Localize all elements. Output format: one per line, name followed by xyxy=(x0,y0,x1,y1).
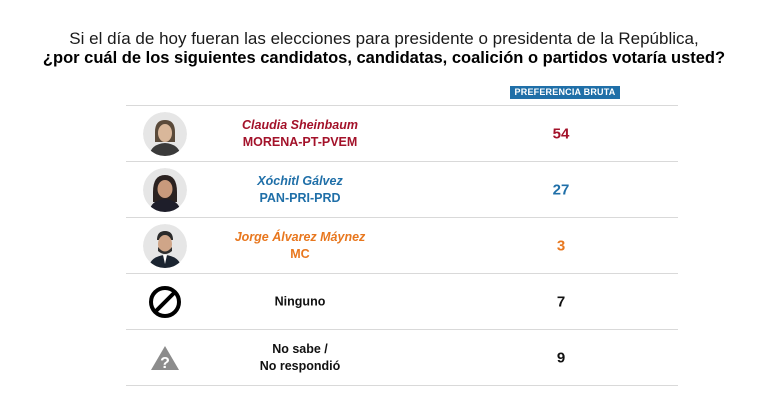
candidate-label: Xóchitl Gálvez PAN-PRI-PRD xyxy=(190,173,410,207)
table-row-galvez: Xóchitl Gálvez PAN-PRI-PRD 27 xyxy=(126,162,678,218)
party-name: MORENA-PT-PVEM xyxy=(242,134,358,149)
avatar-galvez xyxy=(143,168,187,212)
table-row-ninguno: Ninguno 7 xyxy=(126,274,678,330)
party-name: PAN-PRI-PRD xyxy=(259,190,341,205)
value-cell: 7 xyxy=(556,293,566,310)
prohibited-icon xyxy=(149,286,181,318)
results-table: Claudia Sheinbaum MORENA-PT-PVEM 54 Xóch… xyxy=(126,105,678,386)
value-cell: 27 xyxy=(552,181,570,198)
candidate-label: Claudia Sheinbaum MORENA-PT-PVEM xyxy=(190,117,410,151)
table-row-no-sabe: ? No sabe / No respondió 9 xyxy=(126,330,678,386)
value-cell: 9 xyxy=(556,349,566,366)
candidate-name: Claudia Sheinbaum xyxy=(242,117,358,132)
option-name-line2: No respondió xyxy=(259,358,341,373)
question-line-2: ¿por cuál de los siguientes candidatos, … xyxy=(42,49,726,67)
icon-ninguno xyxy=(143,280,187,324)
avatar-maynez xyxy=(143,224,187,268)
value-cell: 54 xyxy=(552,125,570,142)
candidate-name: Xóchitl Gálvez xyxy=(257,173,343,188)
candidate-label: No sabe / No respondió xyxy=(190,341,410,375)
question-line-1: Si el día de hoy fueran las elecciones p… xyxy=(69,29,699,48)
column-header-badge: PREFERENCIA BRUTA xyxy=(510,86,620,99)
party-name: MC xyxy=(290,246,310,261)
option-name-line1: No sabe / xyxy=(272,341,328,356)
table-row-maynez: Jorge Álvarez Máynez MC 3 xyxy=(126,218,678,274)
value-cell: 3 xyxy=(556,237,566,254)
question-triangle-icon: ? xyxy=(151,346,179,372)
candidate-photo-icon xyxy=(143,168,187,212)
candidate-label: Ninguno xyxy=(190,293,410,310)
svg-text:?: ? xyxy=(160,355,170,372)
option-name: Ninguno xyxy=(274,294,326,308)
candidate-name: Jorge Álvarez Máynez xyxy=(234,229,366,244)
candidate-label: Jorge Álvarez Máynez MC xyxy=(190,229,410,263)
candidate-photo-icon xyxy=(143,112,187,156)
table-row-sheinbaum: Claudia Sheinbaum MORENA-PT-PVEM 54 xyxy=(126,106,678,162)
icon-no-sabe: ? xyxy=(143,336,187,380)
candidate-photo-icon xyxy=(143,224,187,268)
avatar-sheinbaum xyxy=(143,112,187,156)
